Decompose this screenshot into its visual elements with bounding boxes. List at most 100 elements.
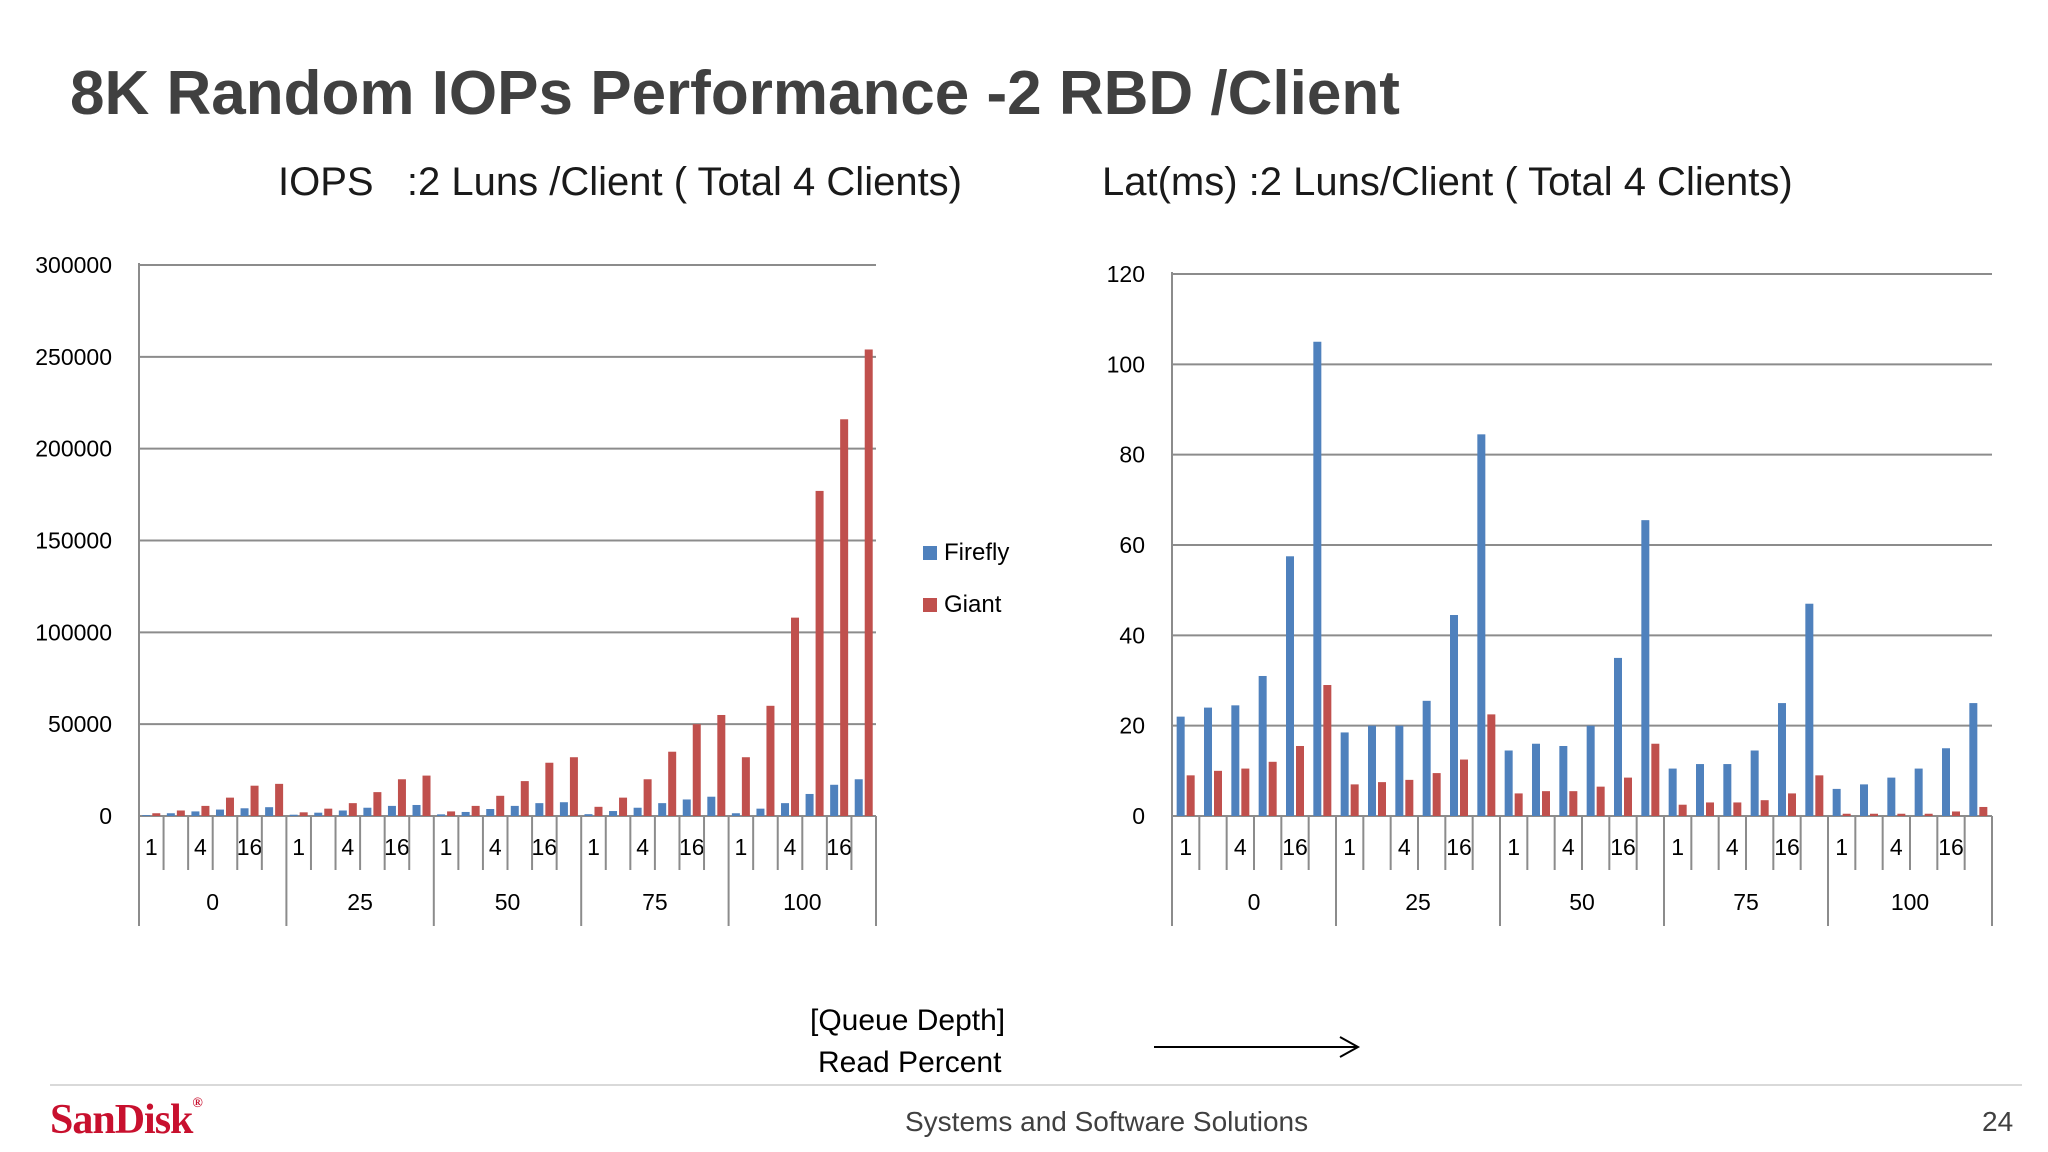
iops-bar-giant xyxy=(471,805,480,816)
lat-bar-giant xyxy=(1241,768,1250,816)
iops-bar-giant xyxy=(201,805,210,816)
lat-x-tick-label: 1 xyxy=(1671,834,1684,860)
iops-bar-giant xyxy=(668,751,677,816)
iops-bar-firefly xyxy=(830,784,839,816)
iops-bar-giant xyxy=(643,779,652,816)
iops-bar-giant xyxy=(766,705,775,816)
iops-y-tick-label: 250000 xyxy=(35,344,112,370)
iops-bar-firefly xyxy=(265,807,274,816)
iops-x-tick-label: 4 xyxy=(636,834,649,860)
iops-bar-giant xyxy=(250,785,259,816)
iops-bar-giant xyxy=(840,419,849,816)
x-axis-label-queue-depth: [Queue Depth] xyxy=(810,1004,1006,1037)
iops-x-tick-label: 1 xyxy=(440,834,453,860)
lat-x-tick-label: 1 xyxy=(1507,834,1520,860)
iops-bar-firefly xyxy=(166,813,175,816)
iops-chart-title: IOPS :2 Luns /Client ( Total 4 Clients) xyxy=(278,160,963,204)
lat-bar-giant xyxy=(1378,782,1386,816)
lat-bar-giant xyxy=(1706,802,1714,816)
lat-bar-giant xyxy=(1842,813,1851,816)
lat-y-tick-label: 60 xyxy=(1119,532,1145,558)
lat-bar-firefly xyxy=(1696,764,1704,816)
slide-title: 8K Random IOPs Performance -2 RBD /Clien… xyxy=(70,59,1400,128)
iops-x-tick-label: 16 xyxy=(532,834,558,860)
lat-bar-giant xyxy=(1460,759,1468,816)
lat-bar-firefly xyxy=(1778,703,1786,816)
iops-x-tick-label: 16 xyxy=(384,834,410,860)
iops-bar-giant xyxy=(791,617,800,816)
lat-bar-firefly xyxy=(1969,703,1978,816)
lat-bar-firefly xyxy=(1450,615,1458,816)
lat-bar-firefly xyxy=(1860,784,1868,816)
lat-bar-firefly xyxy=(1176,716,1185,816)
chart-legend: Firefly Giant xyxy=(923,539,1009,618)
lat-x-tick-label: 4 xyxy=(1398,834,1411,860)
iops-group-label: 50 xyxy=(495,889,521,915)
iops-bar-firefly xyxy=(731,813,740,816)
lat-bar-firefly xyxy=(1750,750,1759,816)
iops-bar-firefly xyxy=(387,805,396,816)
iops-chart: 0 50000 100000 150000 200000 250000 300000 0 1 4 1… xyxy=(35,252,877,926)
iops-bar-giant xyxy=(152,813,161,816)
lat-bar-giant xyxy=(1296,745,1304,816)
iops-bar-firefly xyxy=(142,815,151,816)
lat-x-tick-label: 4 xyxy=(1234,834,1247,860)
lat-bar-firefly xyxy=(1641,520,1650,816)
lat-bar-giant xyxy=(1897,813,1906,816)
iops-bar-firefly xyxy=(461,811,470,816)
lat-bar-firefly xyxy=(1723,764,1732,816)
lat-x-tick-label: 1 xyxy=(1179,834,1192,860)
iops-x-tick-label: 4 xyxy=(784,834,797,860)
lat-bar-giant xyxy=(1214,770,1222,816)
lat-bar-firefly xyxy=(1914,768,1923,816)
iops-bar-giant xyxy=(299,812,308,816)
iops-bar-firefly xyxy=(781,803,790,816)
iops-group-label: 25 xyxy=(347,889,373,915)
lat-bar-firefly xyxy=(1614,657,1622,816)
iops-bar-giant xyxy=(520,781,529,816)
iops-bar-firefly xyxy=(240,808,249,816)
lat-bar-firefly xyxy=(1887,777,1896,816)
lat-bar-firefly xyxy=(1204,707,1212,816)
lat-group-label: 50 xyxy=(1569,889,1595,915)
lat-bar-firefly xyxy=(1586,725,1595,816)
lat-x-tick-label: 16 xyxy=(1774,834,1800,860)
page-number: 24 xyxy=(1982,1106,2014,1137)
lat-x-tick-label: 1 xyxy=(1343,834,1356,860)
iops-bar-giant xyxy=(496,795,505,816)
lat-bar-giant xyxy=(1678,804,1687,816)
x-axis-arrow xyxy=(1154,1036,1361,1058)
iops-x-tick-label: 1 xyxy=(145,834,158,860)
lat-x-tick-label: 4 xyxy=(1562,834,1575,860)
lat-bar-firefly xyxy=(1832,788,1841,816)
iops-x-tick-label: 4 xyxy=(341,834,354,860)
iops-bar-firefly xyxy=(805,793,814,816)
iops-y-tick-label: 150000 xyxy=(35,528,112,554)
iops-bar-giant xyxy=(225,797,234,816)
footer-text: Systems and Software Solutions xyxy=(905,1106,1309,1137)
iops-bar-giant xyxy=(569,757,578,816)
lat-group-label: 25 xyxy=(1405,889,1431,915)
lat-group-label: 100 xyxy=(1891,889,1929,915)
lat-bar-firefly xyxy=(1422,700,1431,816)
lat-bar-firefly xyxy=(1258,675,1267,816)
lat-bar-firefly xyxy=(1477,434,1486,816)
lat-bar-firefly xyxy=(1532,743,1540,816)
iops-bar-firefly xyxy=(338,810,347,816)
lat-bar-giant xyxy=(1760,800,1769,816)
lat-x-tick-label: 16 xyxy=(1610,834,1636,860)
iops-bar-giant xyxy=(692,724,701,816)
iops-bar-giant xyxy=(545,762,554,816)
iops-x-tick-label: 4 xyxy=(194,834,207,860)
iops-bar-firefly xyxy=(412,804,421,816)
lat-bar-giant xyxy=(1979,806,1988,816)
iops-y-tick-label: 50000 xyxy=(48,711,112,737)
lat-y-tick-label: 0 xyxy=(1132,803,1145,829)
lat-group-label: 75 xyxy=(1733,889,1759,915)
legend-label-firefly: Firefly xyxy=(944,539,1009,566)
lat-bar-giant xyxy=(1596,786,1605,816)
iops-bar-giant xyxy=(741,757,750,816)
iops-bar-giant xyxy=(594,806,603,816)
iops-bar-firefly xyxy=(658,803,667,816)
lat-bar-giant xyxy=(1815,775,1824,816)
